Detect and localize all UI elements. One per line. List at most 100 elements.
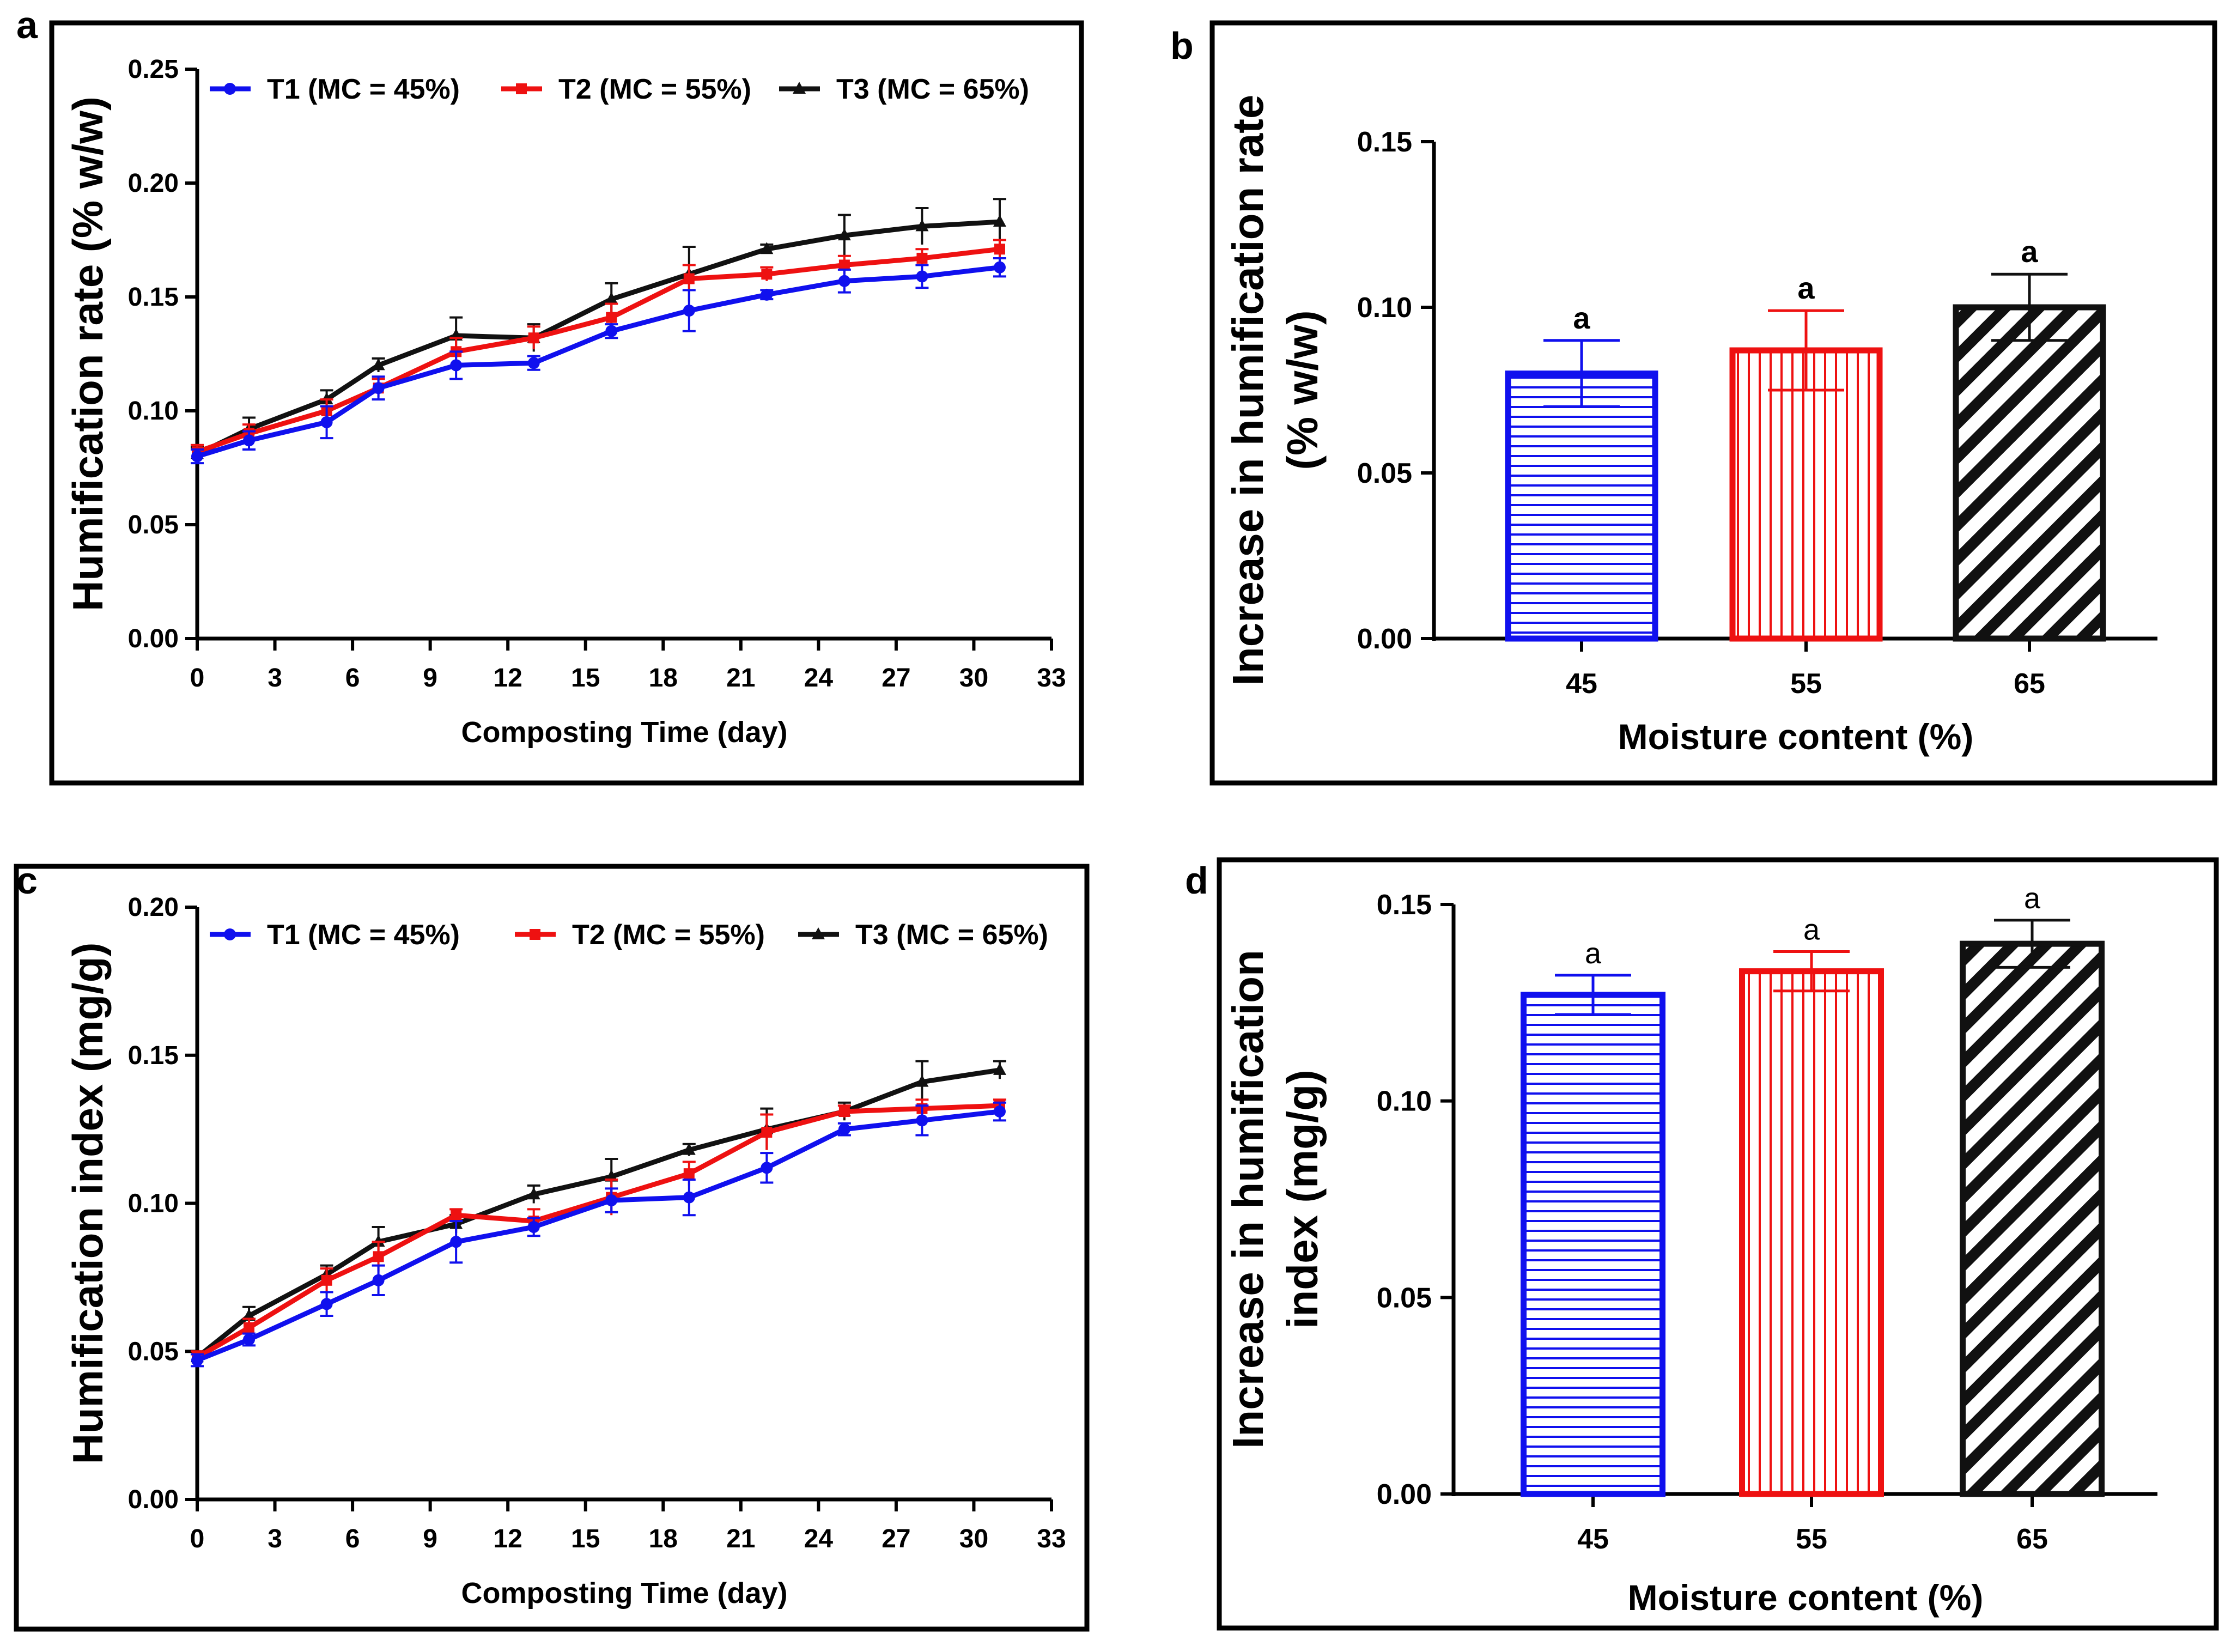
significance-letter: a [2024, 882, 2041, 915]
panel-letter-b: b [1170, 25, 1194, 67]
data-point [528, 332, 539, 344]
bar-45 [1505, 371, 1658, 642]
bar-65 [1953, 304, 2106, 642]
x-tick-label: 55 [1790, 668, 1822, 700]
series-line-T1 [196, 1109, 1000, 1363]
x-tick-label: 0 [190, 664, 205, 693]
x-tick-label: 45 [1577, 1523, 1609, 1555]
data-point [191, 1354, 203, 1366]
chart-c: 0.00 0.05 0.10 0.15 0.20 0 3 6 9 12 15 18 21 24 27 30 33… [64, 893, 1066, 1610]
data-point [761, 1162, 773, 1174]
panel-letter-d: d [1185, 859, 1208, 902]
data-point [372, 1274, 385, 1286]
x-tick-label: 12 [493, 664, 522, 693]
data-point [682, 1143, 696, 1155]
data-point [916, 1114, 928, 1127]
y-tick-label: 0.10 [1357, 292, 1412, 324]
bar-65 [1960, 940, 2105, 1497]
data-point [838, 1123, 850, 1135]
data-point [993, 1106, 1006, 1118]
data-point [761, 269, 773, 280]
data-point [915, 1074, 929, 1087]
data-point [606, 312, 617, 323]
x-tick-label: 9 [423, 664, 437, 693]
legend-label-T2: T2 (MC = 55%) [572, 919, 765, 951]
bar-55 [1739, 968, 1884, 1497]
x-tick-label: 3 [268, 664, 282, 693]
legend-marker [516, 83, 527, 94]
data-point [191, 450, 203, 463]
chart-a: 0.00 0.05 0.10 0.15 0.20 0.25 0 3 6 9 12 15 18 21 24 27… [64, 55, 1066, 749]
y-tick-label: 0.10 [128, 397, 179, 426]
legend-label-T2: T2 (MC = 55%) [558, 74, 751, 105]
data-point [993, 215, 1006, 227]
y-tick-label: 0.00 [128, 624, 179, 653]
data-point [527, 1220, 540, 1233]
x-tick-label: 33 [1037, 664, 1066, 693]
x-tick-label: 21 [726, 664, 755, 693]
y-tick-label: 0.05 [1377, 1282, 1432, 1314]
data-point [683, 305, 695, 317]
x-tick-label: 6 [345, 664, 360, 693]
data-point [838, 275, 850, 287]
x-tick-label: 65 [2014, 668, 2045, 700]
y-axis-title: Humification rate (% w/w) [64, 96, 112, 611]
legend-label-T1: T1 (MC = 45%) [267, 74, 460, 105]
data-point [683, 1168, 695, 1180]
data-point [373, 1251, 384, 1262]
x-tick-label: 9 [423, 1525, 437, 1553]
data-point [916, 252, 928, 264]
y-axis-title-line: Increase in humification rate [1224, 95, 1272, 686]
data-point [244, 1322, 255, 1333]
data-point [527, 1187, 540, 1200]
legend-marker [793, 82, 806, 94]
y-tick-label: 0.15 [128, 1041, 179, 1070]
data-point [915, 219, 929, 232]
legend-label-T3: T3 (MC = 65%) [855, 919, 1048, 951]
legend-marker [812, 927, 825, 939]
y-tick-label: 0.10 [128, 1189, 179, 1218]
y-axis-title-line: (% w/w) [1278, 310, 1327, 470]
data-point [838, 1106, 850, 1117]
y-tick-label: 0.00 [1357, 623, 1412, 655]
x-tick-label: 18 [649, 1525, 678, 1553]
x-tick-label: 55 [1796, 1523, 1827, 1555]
bar-45 [1521, 992, 1665, 1497]
legend-label-T3: T3 (MC = 65%) [836, 74, 1029, 105]
data-point [605, 1194, 618, 1207]
x-tick-label: 15 [571, 1525, 600, 1553]
x-tick-label: 15 [571, 664, 600, 693]
data-point [760, 242, 774, 254]
legend-label-T1: T1 (MC = 45%) [267, 919, 460, 951]
x-axis-title: Composting Time (day) [461, 716, 787, 749]
x-tick-label: 30 [959, 1525, 988, 1553]
x-tick-label: 65 [2016, 1523, 2048, 1555]
y-axis-title: Humification index (mg/g) [64, 943, 112, 1465]
x-tick-label: 24 [804, 664, 834, 693]
y-tick-label: 0.20 [128, 893, 179, 922]
x-tick-label: 45 [1566, 668, 1597, 700]
y-tick-label: 0.00 [128, 1485, 179, 1514]
series-line-T3 [196, 1067, 1000, 1359]
data-point [527, 357, 540, 369]
y-axis-title-line: Increase in humification [1224, 950, 1272, 1449]
data-point [993, 1062, 1006, 1075]
significance-letter: a [1803, 914, 1820, 946]
y-tick-label: 0.25 [128, 55, 179, 84]
panel-letter-a: a [16, 4, 38, 46]
x-tick-label: 24 [804, 1525, 834, 1553]
x-axis-title: Moisture content (%) [1628, 1577, 1984, 1618]
data-point [683, 273, 695, 284]
significance-letter: a [1797, 271, 1815, 305]
series-line-T2 [196, 246, 1000, 454]
y-axis-title-line: index (mg/g) [1278, 1070, 1327, 1329]
significance-letter: a [1585, 937, 1602, 970]
panel-letter-c: c [16, 859, 38, 902]
y-tick-label: 0.05 [128, 1337, 179, 1366]
x-tick-label: 12 [493, 1525, 522, 1553]
panel-c-frame [14, 864, 1090, 1632]
series-line-T1 [196, 265, 1000, 459]
y-tick-label: 0.15 [1377, 889, 1432, 921]
data-point [605, 325, 618, 337]
